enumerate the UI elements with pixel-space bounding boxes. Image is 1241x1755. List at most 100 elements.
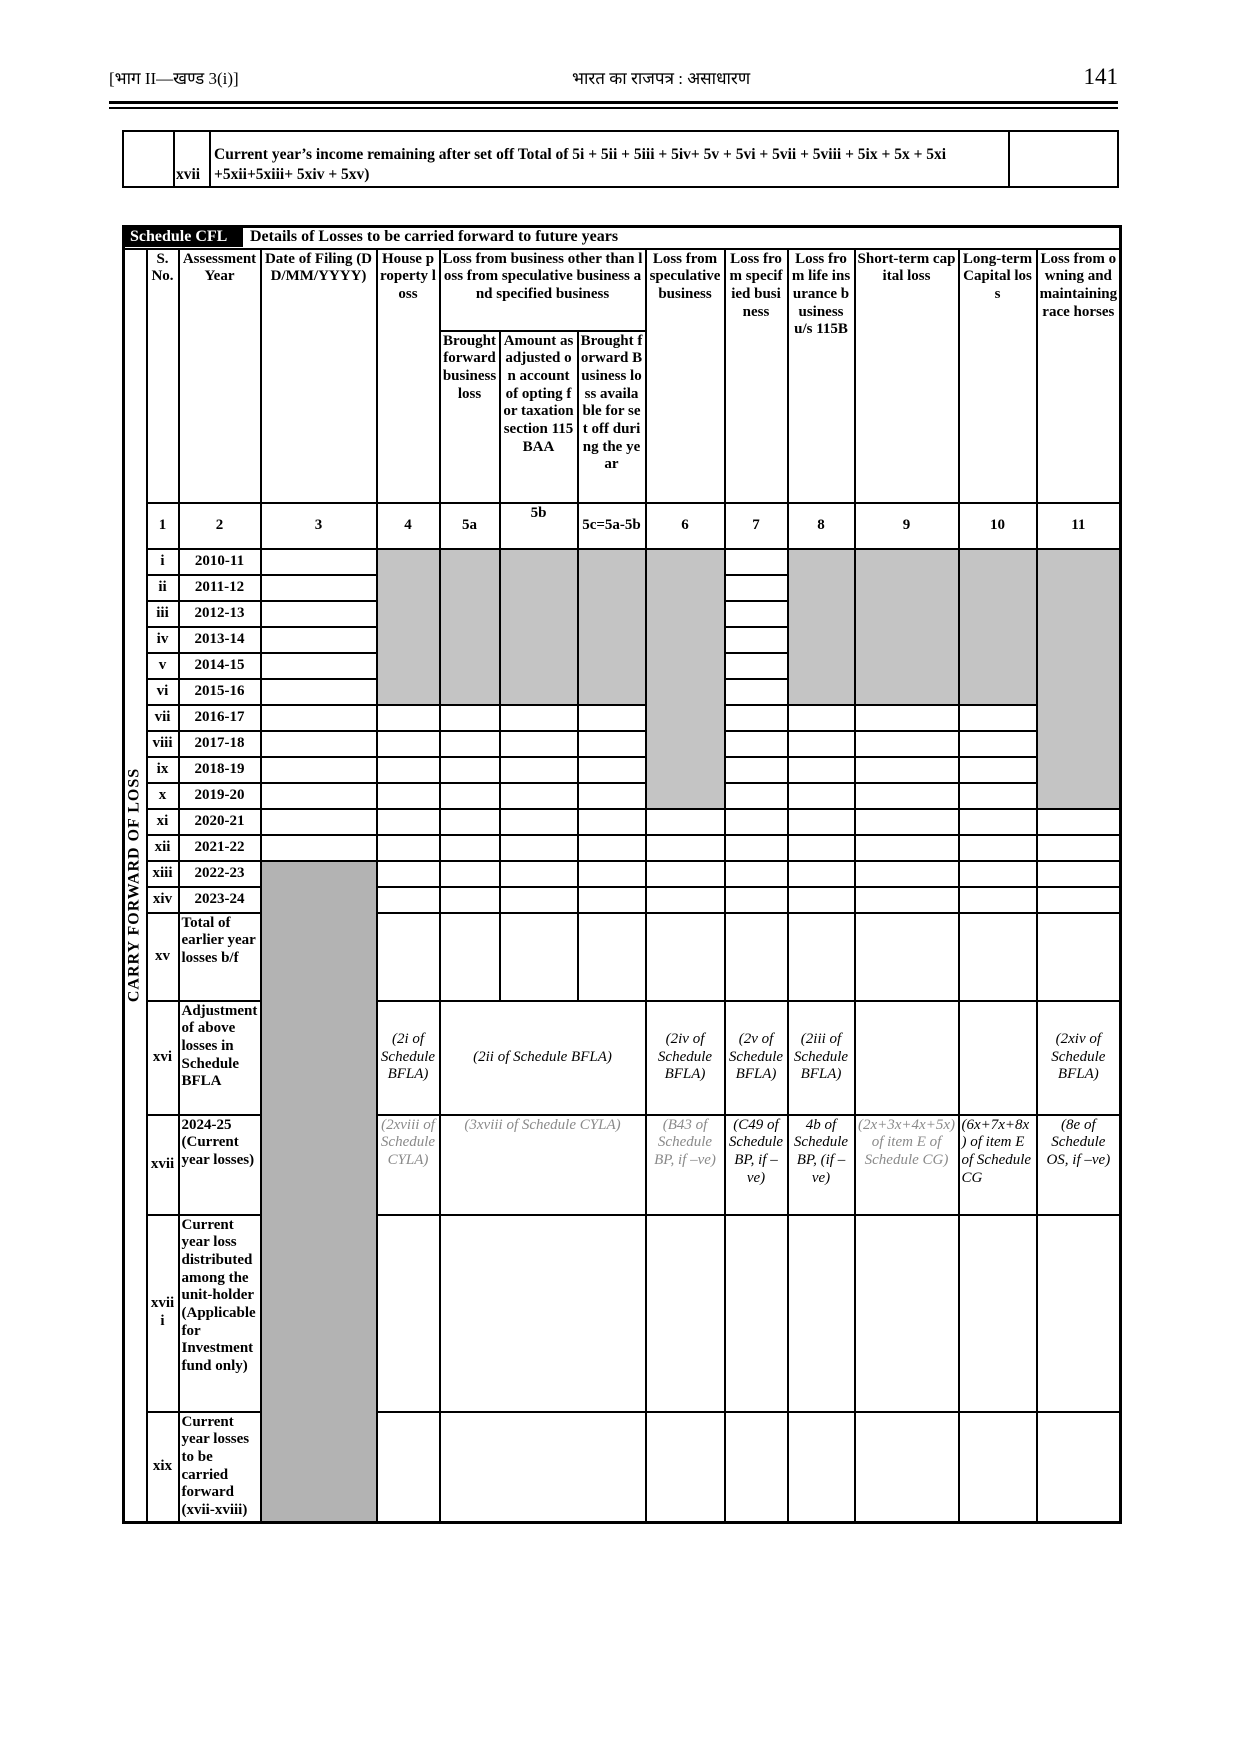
value-cell (438, 755, 501, 784)
value-cell (957, 885, 1038, 914)
row-sno: iv (145, 625, 180, 654)
date-of-filing-cell (259, 573, 378, 602)
ref-house-property: (2xviii of Schedule CYLA) (375, 1113, 441, 1216)
year-row: xi 2020-21 (124, 807, 1122, 836)
value-cell (786, 729, 856, 758)
value-cell (498, 781, 579, 810)
value-cell (723, 885, 789, 914)
row-sno: v (145, 651, 180, 680)
col-num-8: 8 (786, 501, 856, 550)
value-cell (853, 833, 960, 862)
ref-house-property: (2i of Schedule BFLA) (375, 999, 441, 1116)
value-cell (786, 1410, 856, 1524)
header-gazette-title: भारत का राजपत्र : असाधारण (572, 69, 751, 88)
table-row: xvii Current year’s income remaining aft… (122, 130, 1119, 188)
row-year: 2011-12 (177, 573, 262, 602)
shaded-cell (1035, 547, 1122, 810)
row-sno: xii (145, 833, 180, 862)
row-sno: ix (145, 755, 180, 784)
date-of-filing-cell (259, 807, 378, 836)
value-cell (438, 1410, 647, 1524)
value-cell (723, 677, 789, 706)
value-cell (957, 807, 1038, 836)
ref-life-insurance: (2iii of Schedule BFLA) (786, 999, 856, 1116)
col-header-speculative: Loss from speculative business (644, 247, 726, 504)
value-cell (438, 885, 501, 914)
row-label: Current year’s income remaining after se… (209, 130, 1010, 188)
shaded-cell (853, 547, 960, 706)
value-cell (438, 807, 501, 836)
value-cell (375, 885, 441, 914)
value-cell (1035, 807, 1122, 836)
ref-speculative: (B43 of Schedule BP, if –ve) (644, 1113, 726, 1216)
row-sno: xiii (145, 859, 180, 888)
value-cell (576, 859, 647, 888)
date-of-filing-cell (259, 547, 378, 576)
col-num-11: 11 (1035, 501, 1122, 550)
value-cell (375, 859, 441, 888)
value-cell (723, 1410, 789, 1524)
shaded-cell (644, 547, 726, 810)
value-cell (723, 807, 789, 836)
col-header-business-group: Loss from business other than loss from … (438, 247, 647, 332)
row-sno: xvii (173, 130, 211, 188)
shaded-cell (498, 547, 579, 706)
col-num-3: 3 (259, 501, 378, 550)
value-cell (498, 807, 579, 836)
value-cell (723, 651, 789, 680)
year-row: xii 2021-22 (124, 833, 1122, 862)
col-num-6: 6 (644, 501, 726, 550)
year-row: ix 2018-19 (124, 755, 1121, 784)
carry-forward-side-cell: CARRY FORWARD OF LOSS (122, 247, 148, 1524)
col-num-9: 9 (853, 501, 960, 550)
year-row: xiii 2022-23 (124, 859, 1122, 1524)
value-cell (853, 999, 960, 1116)
col-header-business-bf: Brought forward business loss (438, 329, 501, 504)
value-cell (853, 911, 960, 1002)
value-cell (438, 833, 501, 862)
date-of-filing-cell (259, 755, 378, 784)
shaded-cell (259, 859, 378, 1524)
row-sno: xv (145, 911, 180, 1002)
value-cell (723, 599, 789, 628)
col-header-assessment-year: Assessment Year (177, 247, 262, 504)
col-header-life-insurance: Loss from life insurance business u/s 11… (786, 247, 856, 504)
row-sno: vii (145, 703, 180, 732)
value-cell (576, 807, 647, 836)
row-year: 2022-23 (177, 859, 262, 888)
value-cell (438, 1213, 647, 1413)
shaded-cell (438, 547, 501, 706)
ref-business: (3xviii of Schedule CYLA) (438, 1113, 647, 1216)
row-sno: xi (145, 807, 180, 836)
schedule-title-cell: Schedule CFL Details of Losses to be car… (122, 225, 1122, 250)
value-cell (1035, 911, 1122, 1002)
value-cell (853, 755, 960, 784)
ref-speculative: (2iv of Schedule BFLA) (644, 999, 726, 1116)
value-cell (644, 911, 726, 1002)
row-label: 2024-25 (Current year losses) (177, 1113, 262, 1216)
value-cell (375, 911, 441, 1002)
value-cell (498, 729, 579, 758)
value-cell (498, 911, 579, 1002)
value-cell (375, 807, 441, 836)
year-row: vi 2015-16 (124, 677, 1121, 706)
value-cell (375, 755, 441, 784)
value-cell (957, 859, 1038, 888)
date-of-filing-cell (259, 651, 378, 680)
ref-long-term: (6x+7x+8x) of item E of Schedule CG (957, 1113, 1038, 1216)
col-header-short-term: Short-term capital loss (853, 247, 960, 504)
value-cell (576, 781, 647, 810)
row-year: 2018-19 (177, 755, 262, 784)
year-row: v 2014-15 (124, 651, 1121, 680)
value-cell (1035, 1213, 1122, 1413)
value-cell (375, 781, 441, 810)
value-cell (438, 911, 501, 1002)
row-label: Adjustment of above losses in Schedule B… (177, 999, 262, 1116)
date-of-filing-cell (259, 703, 378, 732)
schedule-tag: Schedule CFL (125, 228, 243, 247)
row-sno: xiv (145, 885, 180, 914)
ref-specified: (C49 of Schedule BP, if –ve) (723, 1113, 789, 1216)
value-cell (853, 1410, 960, 1524)
date-of-filing-cell (259, 677, 378, 706)
carried-forward-row: xix Current year losses to be carried fo… (124, 1410, 1122, 1524)
